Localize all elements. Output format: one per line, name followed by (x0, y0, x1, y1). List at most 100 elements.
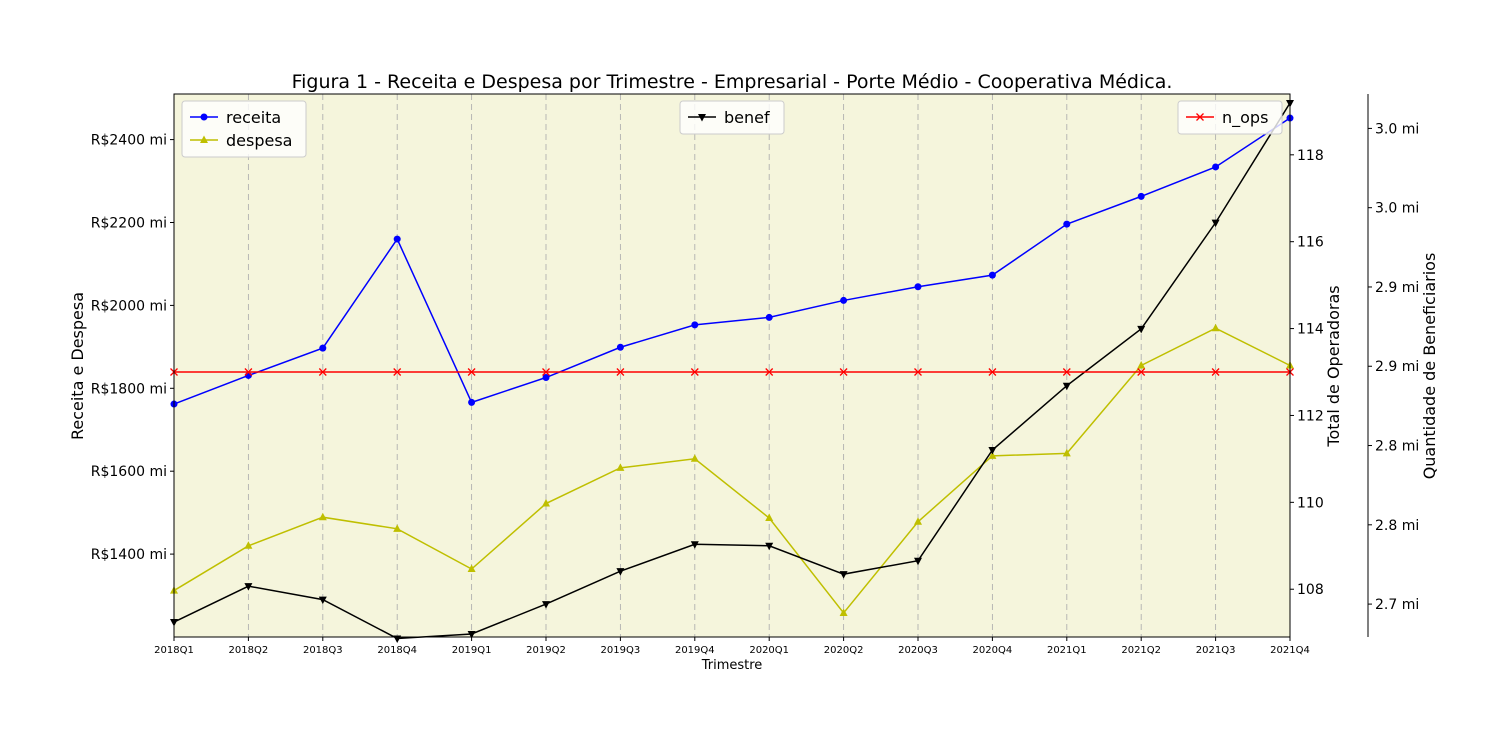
x-tick-label: 2019Q1 (452, 645, 492, 656)
data-point-n_ops (1137, 368, 1146, 376)
y-tick-label-right-operadoras: 112 (1297, 408, 1324, 424)
series-despesa (170, 323, 1294, 616)
y-tick-label-left: R$1800 mi (91, 381, 167, 397)
x-tick-label: 2018Q1 (154, 645, 194, 656)
y-tick-label-left: R$2400 mi (91, 133, 167, 149)
legend-marker-n_ops (1196, 113, 1204, 121)
legend-marker-despesa (200, 135, 208, 143)
series-line-receita (173, 117, 1291, 405)
x-tick-label: 2021Q3 (1196, 645, 1236, 656)
y-axis-label-left: Receita e Despesa (68, 292, 87, 440)
data-point-benef (244, 583, 253, 591)
legend: receita despesa (181, 100, 307, 158)
y-tick-label-right-beneficiarios: 3.0 mi (1375, 201, 1419, 217)
data-point-n_ops (467, 368, 476, 376)
x-tick-label: 2020Q1 (749, 645, 789, 656)
data-point-receita (616, 343, 624, 351)
data-point-receita (1063, 220, 1071, 228)
series-line-benef (173, 102, 1291, 640)
data-point-despesa (244, 541, 253, 549)
legend-label-benef: benef (724, 108, 770, 127)
plot-area (174, 94, 1290, 637)
data-point-despesa (542, 499, 550, 507)
y-tick-label-left: R$1400 mi (91, 547, 167, 563)
data-point-benef (988, 447, 997, 455)
data-point-receita (393, 235, 401, 243)
data-point-benef (765, 542, 774, 551)
y-axis-label-right-operadoras: Total de Operadoras (1324, 285, 1343, 447)
legend-marker-benef (698, 114, 706, 122)
data-point-n_ops (393, 368, 402, 376)
y-tick-label-right-operadoras: 114 (1297, 322, 1324, 338)
data-point-receita (468, 398, 476, 406)
data-point-despesa (690, 454, 699, 462)
data-point-n_ops (765, 368, 774, 376)
data-point-despesa (1137, 361, 1146, 369)
x-tick-label: 2019Q4 (675, 645, 715, 656)
x-tick-label: 2020Q4 (973, 645, 1013, 656)
data-point-n_ops (1062, 368, 1071, 376)
grid-lines (247, 94, 1217, 637)
x-tick-label: 2021Q4 (1270, 645, 1310, 656)
series-layer (170, 99, 1294, 643)
y-tick-label-right-beneficiarios: 2.9 mi (1375, 359, 1419, 375)
series-benef (170, 99, 1294, 643)
data-point-despesa (393, 524, 402, 532)
legend-label-n_ops: n_ops (1222, 108, 1268, 128)
data-point-n_ops (914, 368, 922, 376)
data-point-despesa (1211, 323, 1220, 332)
legend-box (181, 100, 307, 158)
legend-label-receita: receita (226, 108, 281, 127)
x-axis-label: Trimestre (701, 658, 763, 673)
y-tick-label-left: R$2000 mi (91, 298, 167, 314)
data-point-benef (467, 631, 476, 639)
data-point-receita (765, 313, 773, 321)
y-tick-label-right-operadoras: 110 (1297, 495, 1324, 511)
data-point-despesa (616, 463, 625, 471)
x-tick-label: 2018Q3 (303, 645, 343, 656)
data-point-benef (1211, 219, 1220, 228)
y-tick-label-right-beneficiarios: 2.8 mi (1375, 518, 1419, 534)
legend: n_ops (1177, 100, 1283, 135)
y-tick-label-right-operadoras: 118 (1297, 148, 1324, 164)
y-tick-label-left: R$2200 mi (91, 215, 167, 231)
series-line-despesa (173, 327, 1291, 615)
data-point-benef (839, 571, 848, 579)
legend-layer: receita despesa benef n_ops (181, 100, 1283, 158)
y-tick-label-right-beneficiarios: 2.9 mi (1375, 280, 1419, 296)
data-point-n_ops (839, 368, 848, 376)
y-tick-label-right-operadoras: 116 (1297, 235, 1324, 251)
x-tick-label: 2018Q2 (229, 645, 269, 656)
x-tick-label: 2019Q3 (601, 645, 641, 656)
data-point-n_ops (542, 368, 550, 376)
legend-marker-receita (200, 113, 208, 121)
data-point-benef (616, 568, 625, 576)
x-tick-label: 2021Q1 (1047, 645, 1087, 656)
chart-title: Figura 1 - Receita e Despesa por Trimest… (292, 71, 1173, 93)
data-point-receita (542, 374, 550, 382)
data-point-n_ops (988, 368, 997, 376)
data-point-despesa (988, 451, 997, 459)
data-point-n_ops (244, 368, 253, 376)
legend: benef (679, 100, 785, 135)
data-point-n_ops (616, 368, 625, 376)
x-tick-label: 2020Q2 (824, 645, 864, 656)
y-tick-label-left: R$1600 mi (91, 464, 167, 480)
data-point-benef (542, 601, 550, 609)
y-tick-label-right-beneficiarios: 2.7 mi (1375, 597, 1419, 613)
data-point-benef (1062, 382, 1071, 391)
data-point-despesa (318, 512, 327, 521)
data-point-n_ops (1211, 368, 1220, 376)
data-point-n_ops (690, 368, 699, 376)
data-point-receita (840, 296, 848, 304)
data-point-despesa (1062, 448, 1071, 457)
x-tick-label: 2019Q2 (526, 645, 566, 656)
data-point-despesa (839, 608, 848, 616)
data-point-benef (1137, 325, 1146, 334)
data-point-despesa (914, 517, 922, 525)
data-point-despesa (765, 513, 774, 522)
y-tick-label-right-beneficiarios: 2.8 mi (1375, 439, 1419, 455)
legend-label-despesa: despesa (226, 131, 292, 150)
data-point-n_ops (318, 368, 327, 376)
